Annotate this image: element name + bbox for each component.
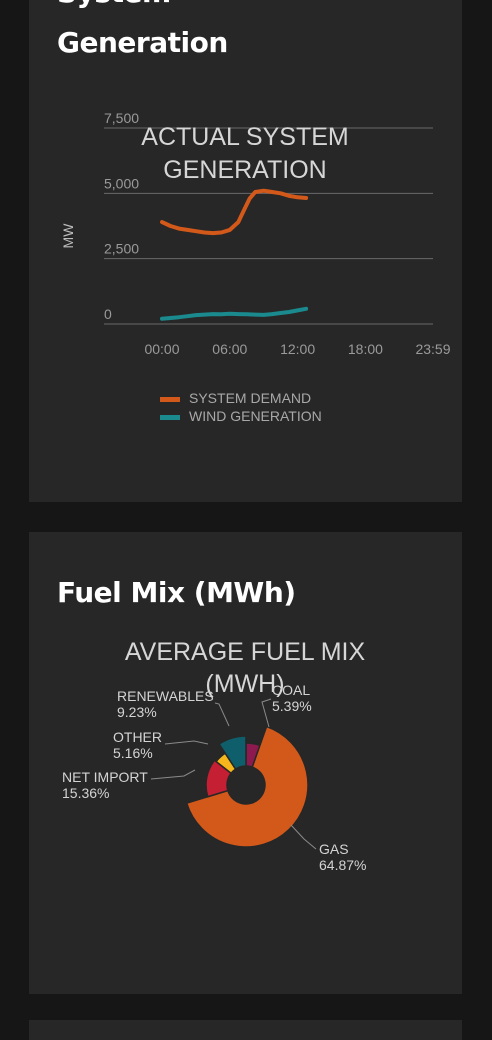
pie-leader-line bbox=[164, 740, 209, 745]
x-tick-label: 06:00 bbox=[212, 341, 247, 357]
pie-slice-label: GAS bbox=[319, 841, 349, 857]
card-title-line1: System bbox=[57, 0, 171, 9]
y-tick-label: 7,500 bbox=[104, 110, 139, 126]
series-line bbox=[160, 306, 309, 321]
legend-swatch bbox=[160, 415, 180, 420]
pie-slice-label: COAL bbox=[272, 682, 310, 698]
pie-slice-value: 64.87% bbox=[319, 857, 366, 873]
pie-title-line2: (MWH) bbox=[205, 670, 284, 698]
x-tick-label: 00:00 bbox=[144, 341, 179, 357]
y-tick-label: 0 bbox=[104, 306, 112, 322]
legend-label: WIND GENERATION bbox=[189, 408, 322, 424]
chart-title-line2: GENERATION bbox=[163, 156, 326, 184]
pie-title-line1: AVERAGE FUEL MIX bbox=[125, 638, 366, 666]
x-tick-label: 18:00 bbox=[348, 341, 383, 357]
fuel-mix-title: Fuel Mix (MWh) bbox=[57, 576, 296, 609]
system-generation-card: System Generation 0 2,500 5,000 7,500 MW AC… bbox=[29, 0, 462, 502]
pie-slice-value: 5.16% bbox=[113, 745, 153, 761]
pie-slice bbox=[185, 725, 309, 848]
pie-slice bbox=[218, 735, 247, 771]
pie-slice-label: RENEWABLES bbox=[117, 688, 214, 704]
pie-slice bbox=[205, 759, 233, 798]
next-card bbox=[29, 1020, 462, 1040]
x-tick-label: 23:59 bbox=[415, 341, 450, 357]
y-tick-label: 5,000 bbox=[104, 175, 139, 191]
system-generation-chart: 0 2,500 5,000 7,500 MW ACTUAL SYSTEM GENERA… bbox=[60, 110, 451, 424]
x-tick-label: 12:00 bbox=[280, 341, 315, 357]
pie-slice-value: 15.36% bbox=[62, 785, 109, 801]
legend-swatch bbox=[160, 397, 180, 402]
card-title-line2: Generation bbox=[57, 26, 228, 59]
series-line bbox=[160, 188, 309, 236]
pie-slice-label: NET IMPORT bbox=[62, 769, 148, 785]
pie-slice-value: 5.39% bbox=[272, 698, 312, 714]
pie-leader-line bbox=[261, 698, 272, 728]
y-tick-label: 2,500 bbox=[104, 241, 139, 257]
legend-label: SYSTEM DEMAND bbox=[189, 390, 311, 406]
pie-slice-value: 9.23% bbox=[117, 704, 157, 720]
pie-leader-line bbox=[150, 769, 196, 780]
chart-title-line1: ACTUAL SYSTEM bbox=[141, 123, 348, 151]
pie-slice-label: OTHER bbox=[113, 729, 162, 745]
y-axis-label: MW bbox=[60, 223, 76, 249]
fuel-mix-card: Fuel Mix (MWh) AVERAGE FUEL MIX (MWH) CO… bbox=[29, 532, 462, 994]
pie-leader-line bbox=[290, 824, 317, 850]
pie-leader-line bbox=[214, 702, 230, 727]
